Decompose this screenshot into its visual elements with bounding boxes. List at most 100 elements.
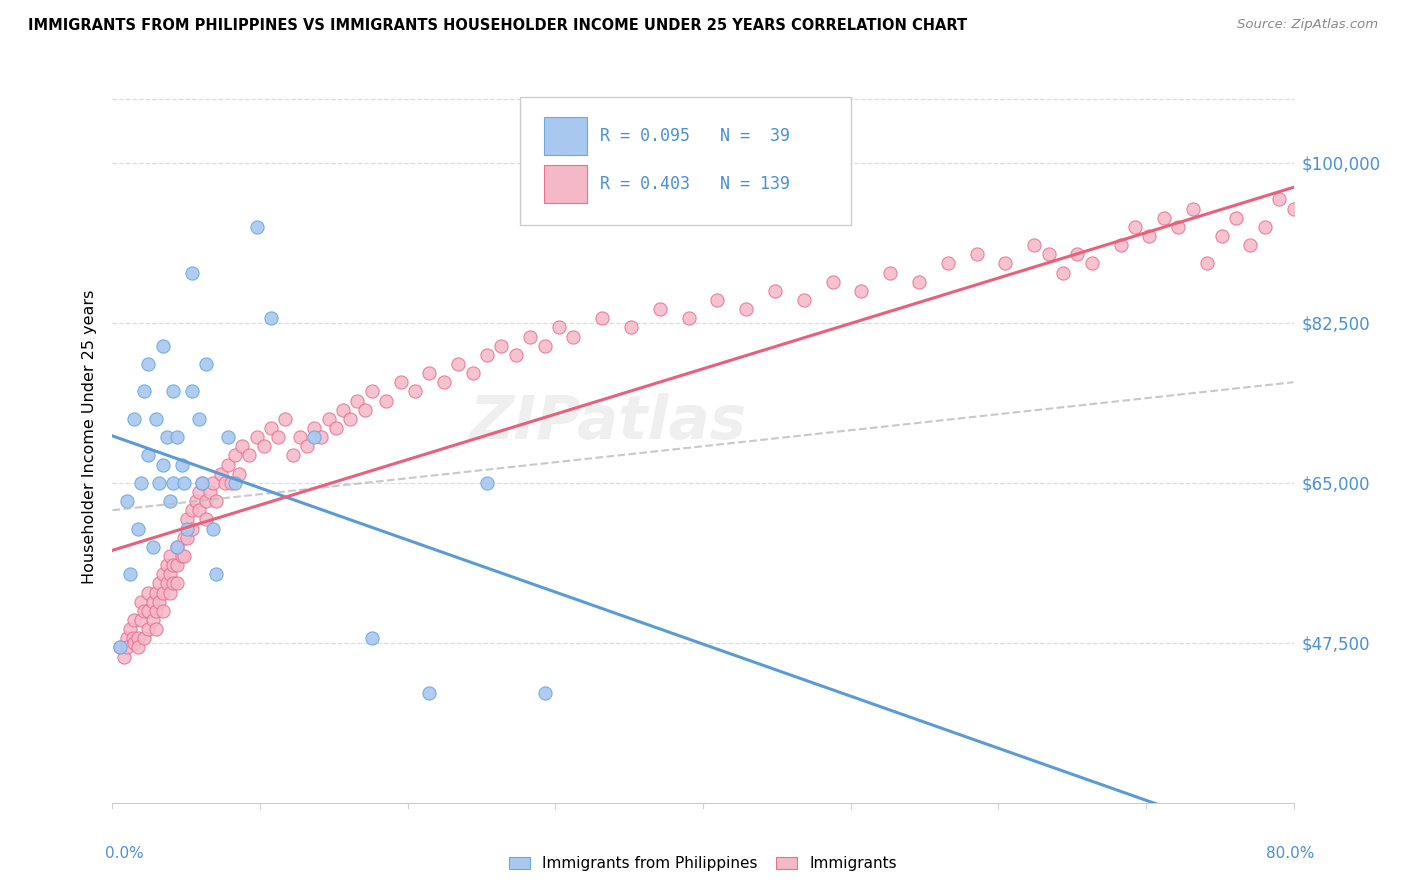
Point [851,284,873,298]
Point [138,448,160,462]
Point [200,484,222,499]
FancyBboxPatch shape [544,165,588,203]
Point [505,348,527,362]
Point [1310,192,1333,206]
Point [224,475,246,490]
Point [180,265,202,279]
Point [152,585,174,599]
Point [148,594,170,608]
Point [145,604,167,618]
Point [134,384,156,399]
Point [461,366,484,380]
Point [159,494,181,508]
Point [142,540,165,554]
Point [1081,256,1104,270]
Point [360,631,382,645]
FancyBboxPatch shape [520,97,851,225]
Point [245,219,267,234]
Point [122,636,145,650]
Text: R = 0.403   N = 139: R = 0.403 N = 139 [600,175,790,193]
Point [166,558,188,573]
Point [129,475,152,490]
Point [447,357,470,371]
Point [152,567,174,582]
Point [156,430,179,444]
Point [195,512,218,526]
Point [118,567,141,582]
Point [994,256,1017,270]
Point [195,494,218,508]
Point [187,484,209,499]
Point [166,540,188,554]
Point [1376,155,1399,169]
Point [353,402,375,417]
Point [1123,219,1146,234]
Point [260,421,283,435]
Text: 80.0%: 80.0% [1267,846,1315,861]
Point [108,640,131,655]
Point [519,329,541,343]
Point [156,576,179,591]
Point [648,301,671,316]
Point [142,613,165,627]
Point [224,448,246,462]
Point [195,357,218,371]
Point [1391,146,1406,161]
Point [1326,174,1348,188]
Point [418,366,440,380]
Point [879,265,901,279]
Point [475,475,498,490]
Point [205,494,228,508]
Point [159,567,181,582]
Point [346,393,368,408]
Point [1052,265,1074,279]
Point [219,475,242,490]
Point [118,622,141,636]
Point [121,631,143,645]
Point [1282,202,1305,216]
Point [821,275,844,289]
Point [176,521,198,535]
Point [115,631,138,645]
Point [245,430,267,444]
Point [127,640,149,655]
Text: ZIPatlas: ZIPatlas [470,393,747,452]
Point [533,338,555,352]
Point [548,320,571,334]
Point [152,338,174,352]
Point [159,585,181,599]
Point [142,594,165,608]
Point [202,521,225,535]
Point [1340,183,1362,197]
Point [166,540,188,554]
Point [318,411,340,425]
Point [1066,247,1088,261]
Point [491,338,513,352]
Point [1268,192,1291,206]
Point [122,411,145,425]
Point [176,512,198,526]
Point [267,430,290,444]
Point [231,439,253,453]
Point [1239,238,1261,252]
Point [115,494,138,508]
Point [375,393,398,408]
Point [281,448,304,462]
Point [360,384,382,399]
Point [173,549,195,563]
Point [148,475,170,490]
Point [180,503,202,517]
Point [1153,211,1175,225]
Point [332,402,354,417]
Point [115,640,138,655]
Point [108,640,131,655]
Text: R = 0.095   N =  39: R = 0.095 N = 39 [600,127,790,145]
Point [1139,228,1161,243]
Point [1398,128,1406,143]
Point [475,348,498,362]
Point [162,576,184,591]
Point [187,503,209,517]
Point [138,357,160,371]
Point [138,585,160,599]
Point [1211,228,1233,243]
